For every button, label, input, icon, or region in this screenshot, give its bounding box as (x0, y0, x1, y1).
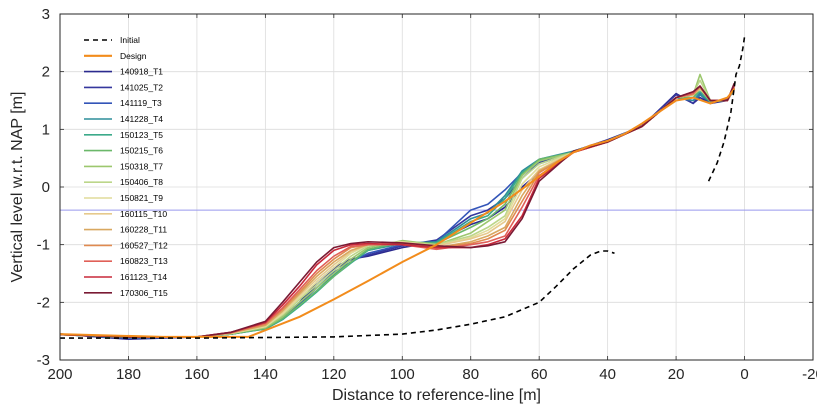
tick-marks (59, 13, 814, 361)
x-tick-label: 180 (116, 366, 141, 383)
x-tick-label: 60 (531, 366, 548, 383)
legend-label: 160115_T10 (120, 209, 167, 219)
y-axis-label: Vertical level w.r.t. NAP [m] (9, 92, 26, 283)
legend-label: 141025_T2 (120, 82, 163, 92)
y-tick-labels: 3 2 1 0 -1 -2 -3 (37, 6, 50, 369)
y-tick-label: 1 (42, 121, 50, 138)
x-tick-label: 120 (321, 366, 346, 383)
legend-label: 150215_T6 (120, 146, 163, 156)
legend-label: 150406_T8 (120, 177, 163, 187)
x-tick-label: 40 (599, 366, 616, 383)
legend-label: 140918_T1 (120, 67, 163, 77)
legend-label: Initial (120, 35, 140, 45)
legend-label: 161123_T14 (120, 272, 167, 282)
series-lines (59, 36, 746, 341)
x-tick-label: 160 (184, 366, 209, 383)
legend-label: 141119_T3 (120, 98, 162, 108)
y-tick-label: -2 (37, 294, 50, 311)
series-line-170306_T15 (59, 82, 736, 338)
legend-label: 170306_T15 (120, 288, 168, 298)
initial-line (707, 36, 746, 182)
y-tick-label: 2 (42, 64, 50, 81)
y-tick-label: 3 (42, 6, 50, 23)
legend-label: 141228_T4 (120, 114, 163, 124)
legend-label: 150318_T7 (120, 161, 163, 171)
x-tick-label: 20 (668, 366, 685, 383)
x-tick-label: 0 (740, 366, 748, 383)
legend-label: 160823_T13 (120, 256, 168, 266)
legend-label: 150123_T5 (120, 130, 163, 140)
series-line-160823_T13 (59, 85, 736, 338)
x-tick-label: 200 (47, 366, 72, 383)
legend-label: Design (120, 51, 147, 61)
legend-label: 150821_T9 (120, 193, 163, 203)
y-tick-label: 0 (42, 179, 50, 196)
x-tick-label: 140 (253, 366, 278, 383)
legend: Initial Design 140918_T1 141025_T2 141119_T3… (84, 35, 168, 298)
y-tick-label: -3 (37, 352, 50, 369)
design-line (59, 88, 736, 338)
x-tick-label: -20 (802, 366, 817, 383)
grid (59, 13, 814, 361)
legend-label: 160228_T11 (120, 225, 167, 235)
x-tick-label: 80 (462, 366, 479, 383)
legend-label: 160527_T12 (120, 240, 168, 250)
y-tick-label: -1 (37, 237, 50, 254)
x-axis-label: Distance to reference-line [m] (332, 387, 541, 404)
x-tick-label: 100 (390, 366, 415, 383)
initial-line (60, 250, 615, 339)
